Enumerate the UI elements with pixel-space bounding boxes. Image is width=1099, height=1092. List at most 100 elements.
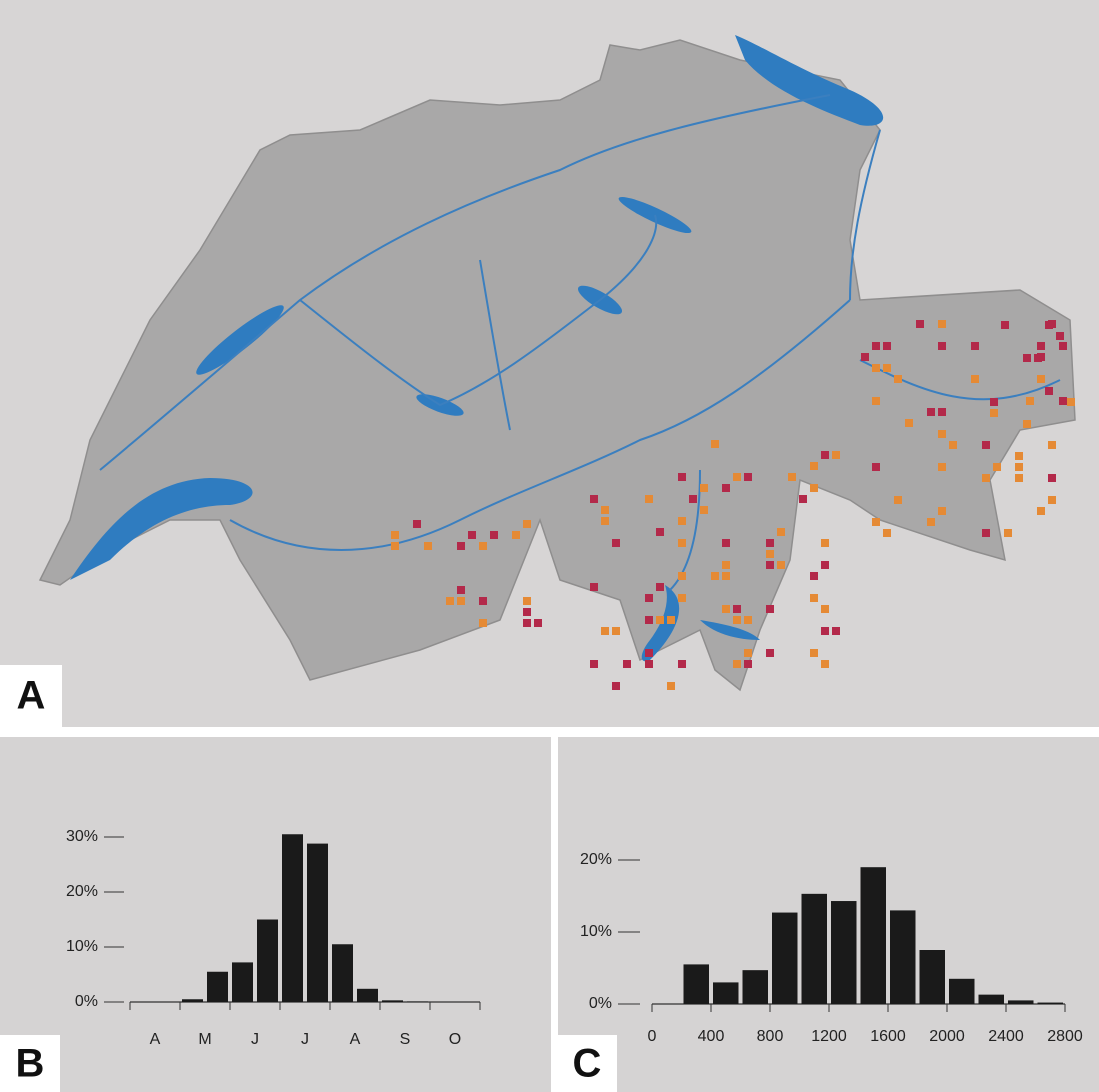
record — [733, 616, 741, 624]
panel-label: B — [16, 1042, 45, 1086]
record — [766, 649, 774, 657]
record — [744, 649, 752, 657]
record — [927, 408, 935, 416]
record — [821, 660, 829, 668]
record — [821, 561, 829, 569]
record — [711, 440, 719, 448]
record — [711, 572, 719, 580]
record — [938, 408, 946, 416]
record — [905, 419, 913, 427]
record — [523, 597, 531, 605]
bar — [684, 964, 710, 1004]
record — [883, 529, 891, 537]
record — [799, 495, 807, 503]
record — [938, 342, 946, 350]
record — [612, 539, 620, 547]
record — [678, 572, 686, 580]
y-tick-label: 20% — [66, 883, 98, 900]
record — [810, 462, 818, 470]
record — [479, 619, 487, 627]
record — [810, 572, 818, 580]
panel-b-bg — [0, 737, 551, 1092]
x-tick-label: 800 — [757, 1028, 784, 1045]
record — [645, 616, 653, 624]
x-tick-label: A — [350, 1031, 361, 1048]
record — [667, 616, 675, 624]
record — [872, 463, 880, 471]
record — [722, 561, 730, 569]
record — [872, 364, 880, 372]
record — [990, 398, 998, 406]
record — [938, 463, 946, 471]
record — [766, 550, 774, 558]
record — [490, 531, 498, 539]
bar — [979, 995, 1005, 1004]
record — [766, 605, 774, 613]
record — [1023, 420, 1031, 428]
record — [883, 364, 891, 372]
x-tick-label: 2400 — [988, 1028, 1024, 1045]
record — [523, 619, 531, 627]
bar — [920, 950, 946, 1004]
record — [424, 542, 432, 550]
y-tick-label: 30% — [66, 828, 98, 845]
record — [645, 495, 653, 503]
record — [446, 597, 454, 605]
record — [821, 539, 829, 547]
record — [982, 474, 990, 482]
x-tick-label: 1600 — [870, 1028, 906, 1045]
record — [645, 649, 653, 657]
record — [601, 517, 609, 525]
record — [1045, 387, 1053, 395]
x-tick-label: 0 — [648, 1028, 657, 1045]
record — [766, 561, 774, 569]
record — [1015, 452, 1023, 460]
record — [1037, 507, 1045, 515]
record — [1056, 332, 1064, 340]
x-tick-label: J — [251, 1031, 259, 1048]
record — [766, 539, 774, 547]
record — [678, 473, 686, 481]
record — [993, 463, 1001, 471]
record — [678, 660, 686, 668]
record — [590, 583, 598, 591]
bar — [332, 944, 353, 1002]
record — [1004, 529, 1012, 537]
record — [821, 605, 829, 613]
record — [1001, 321, 1009, 329]
record — [678, 594, 686, 602]
record — [678, 517, 686, 525]
y-tick-label: 20% — [580, 851, 612, 868]
bar — [802, 894, 828, 1004]
record — [623, 660, 631, 668]
bar — [357, 989, 378, 1002]
record — [457, 586, 465, 594]
record — [645, 594, 653, 602]
y-tick-label: 0% — [589, 995, 612, 1012]
record — [1026, 397, 1034, 405]
record — [1045, 321, 1053, 329]
bar — [232, 962, 253, 1002]
bar — [1008, 1000, 1034, 1004]
record — [971, 375, 979, 383]
bar — [182, 999, 203, 1002]
record — [883, 342, 891, 350]
record — [700, 506, 708, 514]
bar — [713, 982, 739, 1004]
bar — [831, 901, 857, 1004]
bar — [282, 834, 303, 1002]
bar — [382, 1000, 403, 1002]
bar — [949, 979, 975, 1004]
x-tick-label: 400 — [698, 1028, 725, 1045]
record — [1034, 354, 1042, 362]
record — [872, 518, 880, 526]
record — [1037, 375, 1045, 383]
record — [788, 473, 796, 481]
record — [612, 627, 620, 635]
record — [534, 619, 542, 627]
bar — [207, 972, 228, 1002]
y-tick-label: 0% — [75, 993, 98, 1010]
y-tick-label: 10% — [580, 923, 612, 940]
record — [990, 409, 998, 417]
record — [1023, 354, 1031, 362]
